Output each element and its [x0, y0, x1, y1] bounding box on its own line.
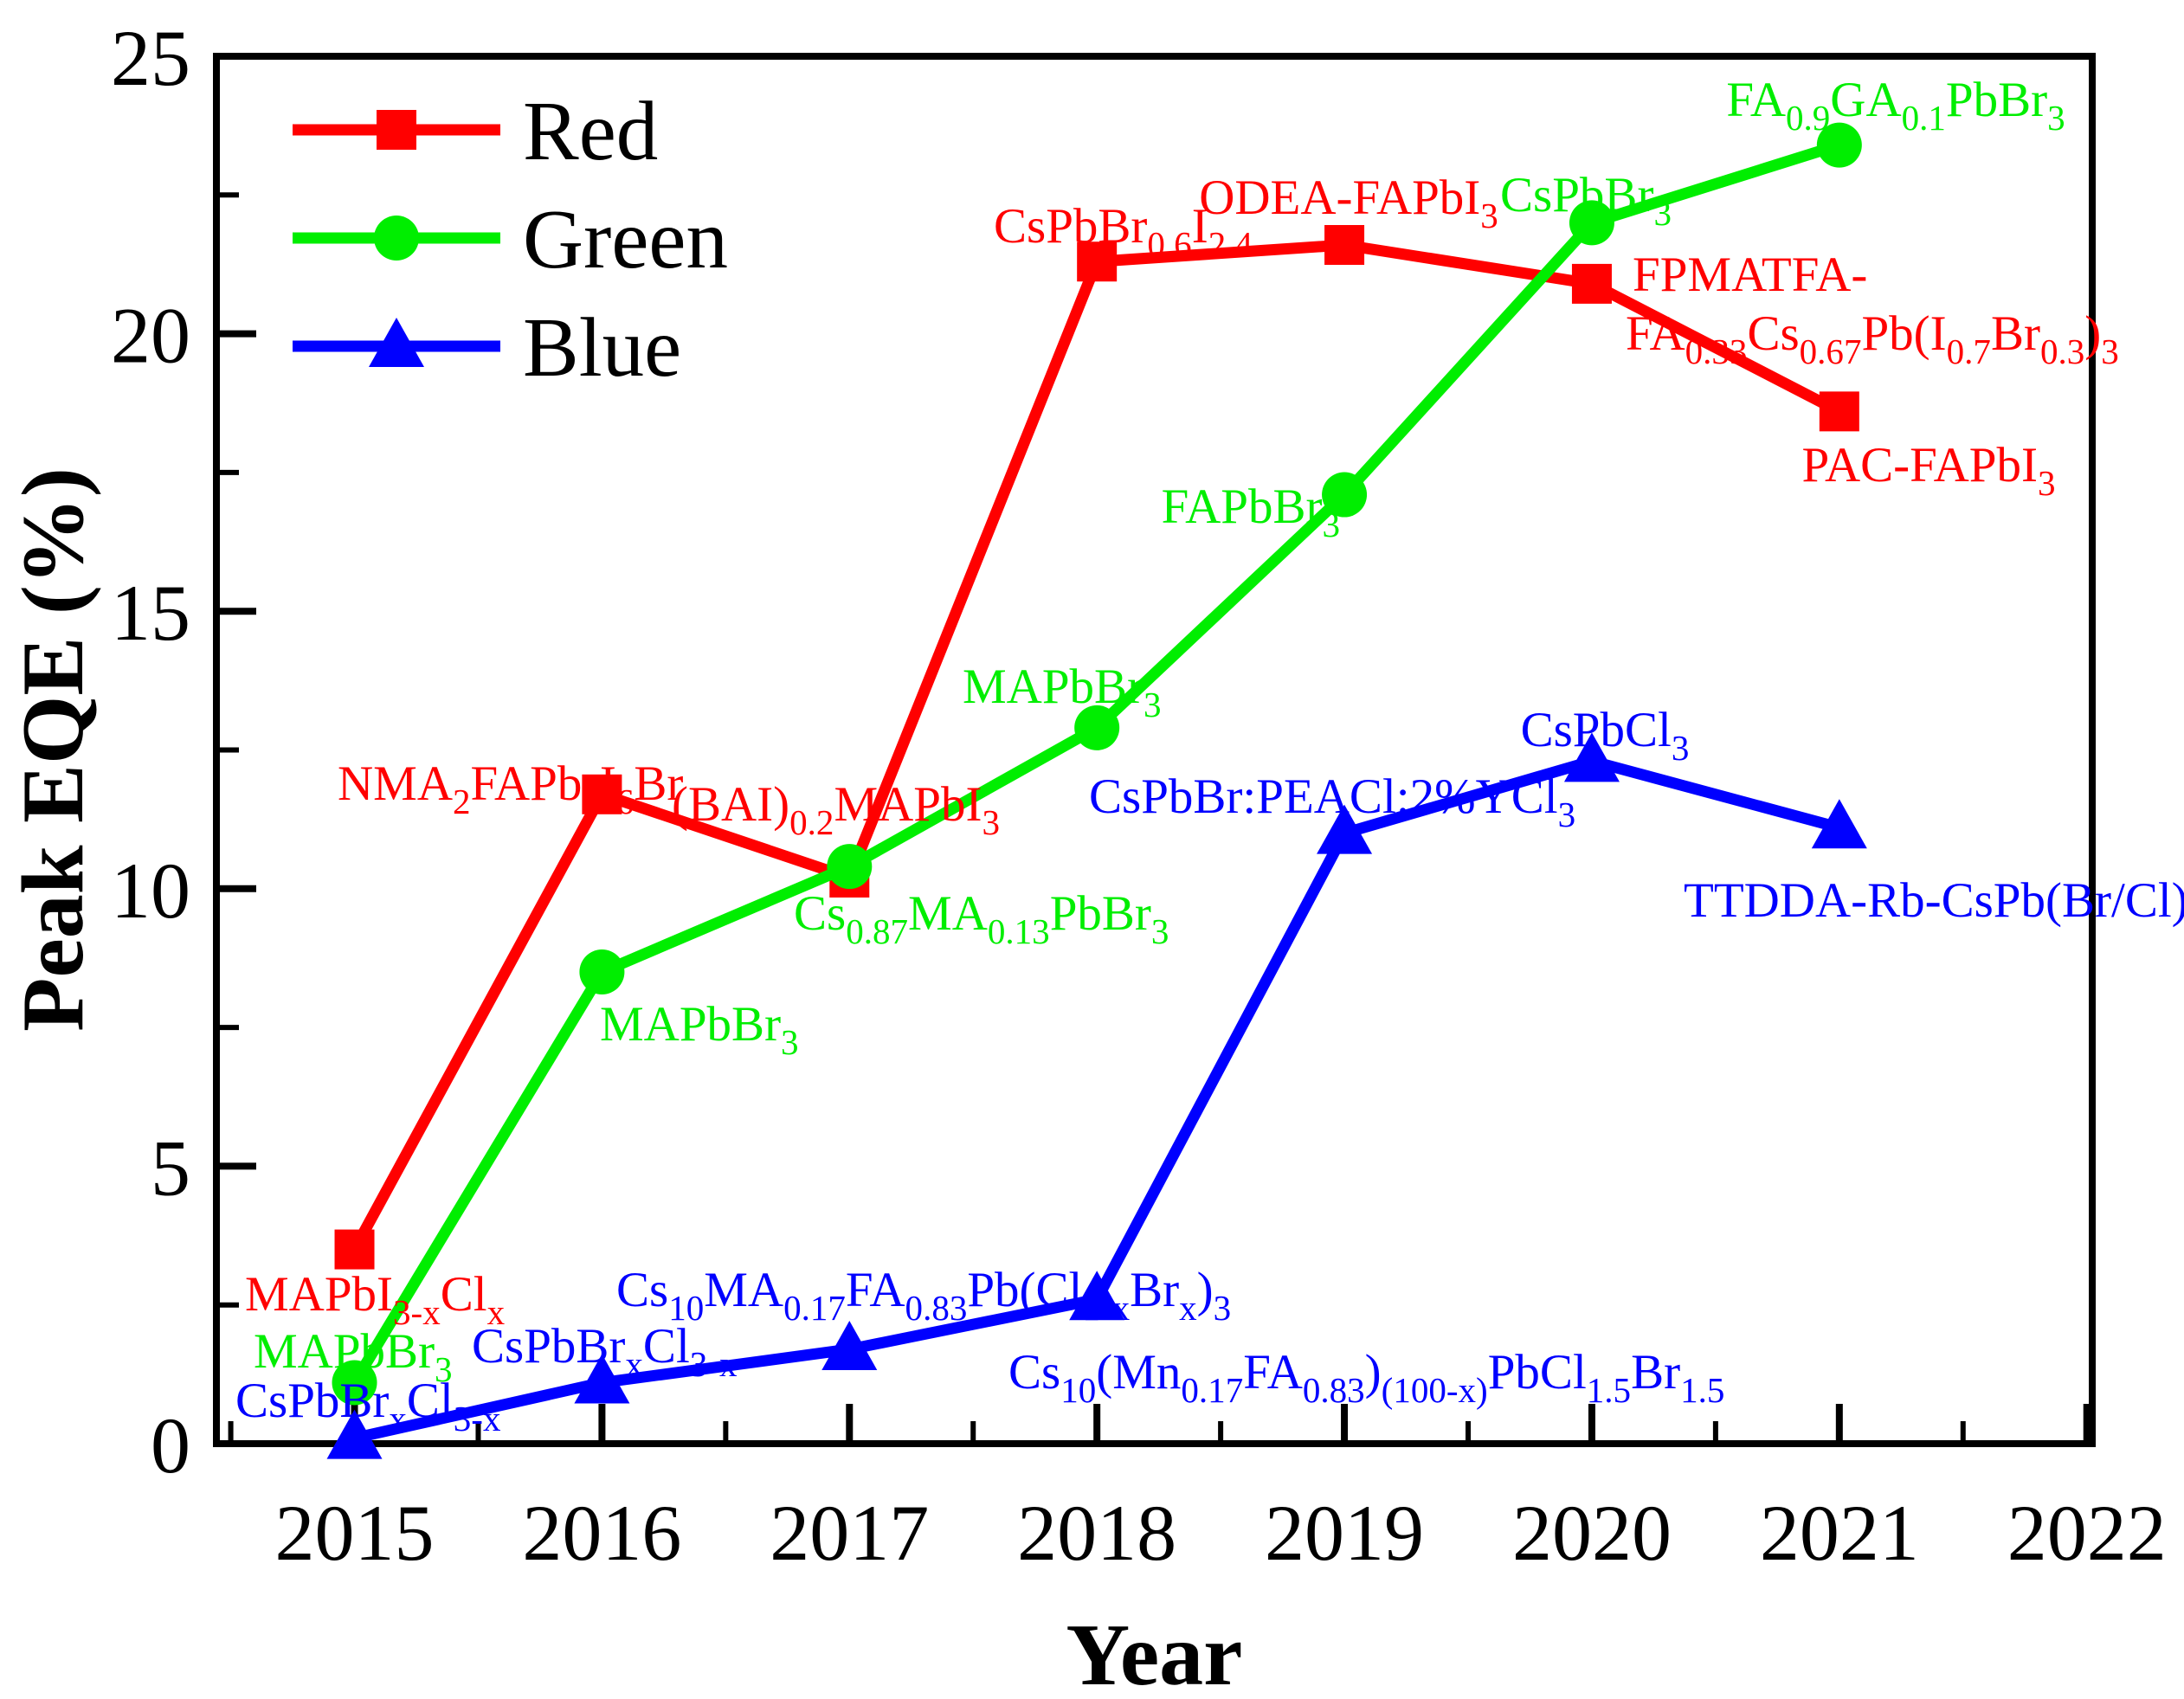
y-tick-label: 5	[151, 1123, 190, 1212]
annotation-red-2018: CsPbBr0.6I2.4	[994, 199, 1253, 264]
plot-frame	[213, 53, 2096, 1447]
annotation-red-2019: ODEA-FAPbI3	[1199, 171, 1498, 235]
data-point-blue-2020	[1563, 732, 1620, 782]
annotations-green: MAPbBr3 MAPbBr3 Cs0.87MA0.13PbBr3 MAPbBr3 FA…	[254, 73, 2065, 1389]
annotation-green-2018: MAPbBr3	[963, 660, 1162, 724]
data-point-green-2021	[1816, 122, 1862, 168]
annotations-blue: CsPbBrxCl3-xCsPbBrxCl3-xCs10MA0.17FA0.83…	[235, 703, 2184, 1438]
data-point-blue-2018	[1069, 1271, 1125, 1321]
series-blue	[326, 732, 1867, 1459]
x-axis-title: Year	[1066, 1606, 1243, 1699]
legend-label-blue: Blue	[523, 301, 681, 394]
legend-marker-blue	[369, 318, 424, 367]
legend-label-red: Red	[523, 85, 658, 177]
annotation-blue-2021: TTDDA-Rb-CsPb(Br/Cl)3	[1684, 873, 2184, 938]
data-point-blue-2016	[574, 1354, 630, 1404]
annotation-green-2015: MAPbBr3	[254, 1324, 453, 1389]
data-point-green-2018	[1074, 705, 1120, 750]
annotation-blue-2020: CsPbCl3	[1521, 703, 1690, 768]
annotation-red-2020: FA0.33Cs0.67Pb(I0.7Br0.3)3	[1626, 306, 2119, 371]
x-tick-label: 2022	[2007, 1489, 2167, 1577]
data-point-green-2019	[1322, 472, 1368, 518]
annotation-green-2021: FA0.9GA0.1PbBr3	[1726, 73, 2065, 138]
annotation-green-2020: CsPbBr3	[1500, 168, 1672, 233]
x-tick-label: 2016	[522, 1489, 681, 1577]
x-tick-label: 2017	[770, 1489, 929, 1577]
data-point-red-2019	[1324, 225, 1365, 266]
y-tick-label: 10	[111, 846, 190, 935]
annotation-red-2015: MAPbI3-xClx	[245, 1267, 506, 1332]
series-red	[334, 225, 1859, 1270]
y-tick-label: 15	[111, 569, 190, 657]
annotation-red-2021: PAC-FAPbI3	[1802, 438, 2056, 503]
data-point-red-2015	[334, 1229, 375, 1270]
data-point-green-2015	[332, 1360, 377, 1406]
annotation-blue-2017: Cs10MA0.17FA0.83Pb(Cl1-xBrx)3	[616, 1263, 1231, 1328]
data-point-blue-2021	[1811, 799, 1867, 849]
x-tick-label: 2015	[275, 1489, 435, 1577]
x-tick-label: 2018	[1017, 1489, 1176, 1577]
annotation-blue-2019: CsPbBr:PEACl:2%YCl3	[1089, 769, 1575, 834]
x-tick-label: 2019	[1265, 1489, 1424, 1577]
annotation-blue-2016: CsPbBrxCl3-x	[472, 1319, 738, 1384]
legend-marker-red	[377, 110, 416, 150]
data-point-blue-2017	[821, 1320, 878, 1370]
legend-label-green: Green	[523, 193, 728, 286]
data-point-red-2018	[1077, 241, 1118, 282]
y-tick-label: 20	[111, 292, 190, 380]
data-point-red-2020	[1571, 263, 1612, 304]
series-green	[332, 122, 1862, 1406]
data-point-blue-2015	[326, 1409, 383, 1459]
x-tick-label: 2020	[1512, 1489, 1672, 1577]
y-tick-label: 25	[111, 14, 190, 102]
legend-row-red: Red	[293, 85, 658, 177]
x-tick-label: 2021	[1760, 1489, 1919, 1577]
data-point-red-2016	[582, 774, 622, 814]
annotation-blue-2015: CsPbBrxCl3-x	[235, 1374, 501, 1438]
annotation-green-2017: Cs0.87MA0.13PbBr3	[794, 886, 1169, 951]
legend-row-blue: Blue	[293, 301, 681, 394]
legend: Red Green Blue	[293, 85, 728, 394]
data-point-green-2016	[579, 949, 625, 994]
data-point-green-2020	[1569, 200, 1614, 246]
annotation-red-2016: NMA2FAPb2I6Br	[338, 756, 683, 821]
annotation-green-2016: MAPbBr3	[600, 997, 799, 1062]
annotations-red: MAPbI3-xClx NMA2FAPb2I6Br(BAI)0.2MAPbI3 Cs…	[245, 171, 2119, 1332]
annotation-red-2017: (BAI)0.2MAPbI3	[672, 777, 1000, 842]
data-point-blue-2019	[1317, 804, 1373, 854]
legend-marker-green	[374, 216, 419, 261]
axes: 0 5 10 15 20 25 2015 2016 2017 2018 2019 2020 2021 20…	[111, 14, 2167, 1577]
y-tick-label: 0	[151, 1401, 190, 1490]
legend-row-green: Green	[293, 193, 728, 286]
annotation-blue-2018: Cs10(Mn0.17FA0.83)(100-x)PbCl1.5Br1.5	[1008, 1345, 1724, 1410]
y-axis-title: Peak EQE (%)	[4, 467, 102, 1032]
data-point-green-2017	[827, 844, 873, 890]
annotation-green-2019: FAPbBr3	[1162, 479, 1340, 544]
data-point-red-2021	[1819, 391, 1859, 432]
annotation-red-2020: FPMATFA-	[1633, 248, 1867, 302]
